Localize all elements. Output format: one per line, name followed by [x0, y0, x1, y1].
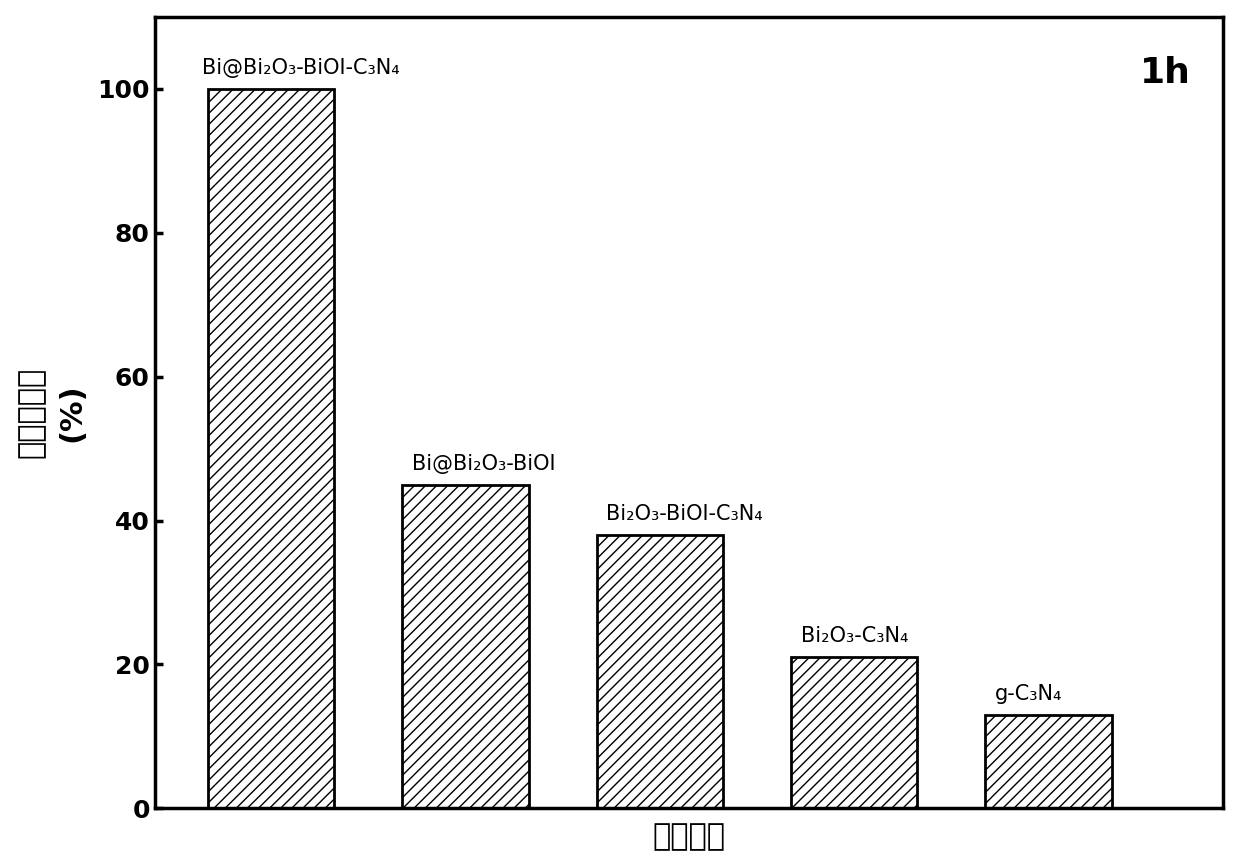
Text: Bi@Bi₂O₃-BiOI: Bi@Bi₂O₃-BiOI	[412, 454, 556, 474]
Bar	[208, 89, 335, 808]
Text: 1h: 1h	[1141, 56, 1192, 90]
Text: Bi₂O₃-BiOI-C₃N₄: Bi₂O₃-BiOI-C₃N₄	[606, 504, 763, 524]
Text: Bi₂O₃-C₃N₄: Bi₂O₃-C₃N₄	[801, 627, 908, 647]
Bar	[596, 535, 723, 808]
Y-axis label: 苯酚去除率
(%): 苯酚去除率 (%)	[16, 367, 86, 458]
Text: g-C₃N₄: g-C₃N₄	[994, 684, 1063, 704]
X-axis label: 光催化剂: 光催化剂	[652, 822, 725, 852]
Bar	[986, 715, 1111, 808]
Text: Bi@Bi₂O₃-BiOI-C₃N₄: Bi@Bi₂O₃-BiOI-C₃N₄	[202, 58, 399, 78]
Bar	[403, 484, 528, 808]
Bar	[791, 657, 918, 808]
